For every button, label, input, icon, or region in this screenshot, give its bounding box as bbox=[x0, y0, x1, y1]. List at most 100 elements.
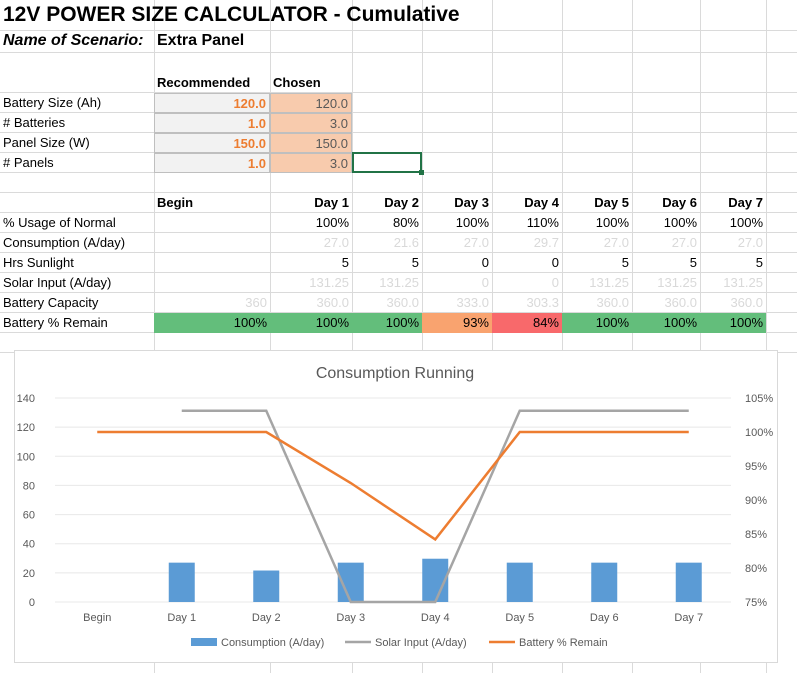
y-left-tick-label: 0 bbox=[29, 597, 35, 609]
battery-remain-cell: 100% bbox=[270, 313, 352, 333]
x-tick-label: Day 7 bbox=[674, 612, 703, 624]
chosen-value-input[interactable]: 3.0 bbox=[270, 113, 352, 133]
input-label: # Batteries bbox=[3, 115, 66, 130]
gridline-horizontal bbox=[0, 192, 797, 193]
gridline-horizontal bbox=[0, 132, 797, 133]
data-cell: 0 bbox=[481, 255, 489, 270]
data-cell: 21.6 bbox=[393, 235, 419, 250]
consumption-chart: Consumption Running 0 20 40 60 80 100 120 140 75… bbox=[17, 365, 774, 649]
day-column-header: Day 4 bbox=[524, 195, 559, 210]
data-cell: 360.0 bbox=[664, 295, 697, 310]
day-column-header: Day 3 bbox=[454, 195, 489, 210]
gridline-horizontal bbox=[0, 212, 797, 213]
gridline-vertical bbox=[154, 0, 155, 673]
data-cell: 5 bbox=[755, 255, 763, 270]
y-left-tick-label: 80 bbox=[23, 480, 35, 492]
battery-remain-cell: 100% bbox=[154, 313, 270, 333]
solar-input-line bbox=[181, 409, 689, 604]
x-tick-label: Day 5 bbox=[505, 612, 534, 624]
input-label: # Panels bbox=[3, 155, 54, 170]
y-left-tick-label: 100 bbox=[17, 451, 35, 463]
legend-label: Battery % Remain bbox=[519, 637, 608, 649]
gridline-vertical bbox=[270, 0, 271, 673]
chart-area[interactable]: Consumption Running 0 20 40 60 80 100 120 140 75… bbox=[14, 350, 778, 663]
battery-remain-cell: 93% bbox=[422, 313, 492, 333]
gridline-vertical bbox=[422, 0, 423, 673]
chosen-value-input[interactable]: 3.0 bbox=[270, 153, 352, 173]
battery-remain-cell: 100% bbox=[562, 313, 632, 333]
day-column-header: Day 7 bbox=[728, 195, 763, 210]
day-column-header: Day 1 bbox=[314, 195, 349, 210]
gridline-horizontal bbox=[0, 52, 797, 53]
data-cell: 131.25 bbox=[589, 275, 629, 290]
data-cell: 131.25 bbox=[379, 275, 419, 290]
data-cell: 5 bbox=[689, 255, 697, 270]
recommended-value: 150.0 bbox=[154, 133, 270, 153]
gridline-vertical bbox=[766, 0, 767, 673]
data-cell: 333.0 bbox=[456, 295, 489, 310]
data-cell: 27.0 bbox=[603, 235, 629, 250]
y-right-tick-label: 105% bbox=[745, 393, 773, 405]
consumption-bar bbox=[675, 562, 702, 602]
gridline-vertical bbox=[562, 0, 563, 673]
x-tick-label: Day 2 bbox=[252, 612, 281, 624]
chosen-header: Chosen bbox=[273, 75, 321, 90]
day-column-header: Day 5 bbox=[594, 195, 629, 210]
data-cell: 0 bbox=[551, 255, 559, 270]
data-cell: 360.0 bbox=[596, 295, 629, 310]
chosen-value-input[interactable]: 120.0 bbox=[270, 93, 352, 113]
x-tick-label: Day 3 bbox=[336, 612, 365, 624]
row-label: Consumption (A/day) bbox=[3, 235, 126, 250]
consumption-bar bbox=[168, 562, 195, 602]
row-label: Hrs Sunlight bbox=[3, 255, 74, 270]
data-cell: 360 bbox=[245, 295, 267, 310]
data-cell: 131.25 bbox=[723, 275, 763, 290]
row-label: Battery Capacity bbox=[3, 295, 99, 310]
fill-handle[interactable] bbox=[419, 170, 424, 175]
chart-title: Consumption Running bbox=[316, 365, 474, 382]
data-cell: 5 bbox=[411, 255, 419, 270]
x-tick-label: Begin bbox=[83, 612, 111, 624]
gridline-horizontal bbox=[0, 30, 797, 31]
recommended-value: 1.0 bbox=[154, 153, 270, 173]
data-cell: 110% bbox=[526, 215, 559, 230]
gridline-horizontal bbox=[0, 112, 797, 113]
data-cell: 27.0 bbox=[323, 235, 349, 250]
data-cell: 303.3 bbox=[526, 295, 559, 310]
y-right-tick-label: 85% bbox=[745, 529, 767, 541]
y-right-tick-label: 75% bbox=[745, 597, 767, 609]
recommended-value: 120.0 bbox=[154, 93, 270, 113]
row-label: % Usage of Normal bbox=[3, 215, 116, 230]
x-tick-label: Day 1 bbox=[167, 612, 196, 624]
input-label: Panel Size (W) bbox=[3, 135, 90, 150]
data-cell: 5 bbox=[341, 255, 349, 270]
gridline-horizontal bbox=[0, 92, 797, 93]
day-column-header: Day 6 bbox=[662, 195, 697, 210]
scenario-label: Name of Scenario: bbox=[3, 32, 144, 49]
data-cell: 5 bbox=[621, 255, 629, 270]
gridline-vertical bbox=[492, 0, 493, 673]
data-cell: 131.25 bbox=[309, 275, 349, 290]
gridline-horizontal bbox=[0, 292, 797, 293]
consumption-bar bbox=[506, 562, 533, 602]
data-cell: 100% bbox=[315, 215, 349, 230]
scenario-name-cell[interactable]: Extra Panel bbox=[157, 32, 245, 49]
data-cell: 80% bbox=[392, 215, 419, 230]
legend-label: Consumption (A/day) bbox=[221, 637, 324, 649]
x-tick-label: Day 6 bbox=[590, 612, 619, 624]
input-label: Battery Size (Ah) bbox=[3, 95, 102, 110]
y-right-tick-label: 90% bbox=[745, 495, 767, 507]
data-cell: 27.0 bbox=[737, 235, 763, 250]
data-cell: 100% bbox=[729, 215, 763, 230]
gridline-horizontal bbox=[0, 252, 797, 253]
chosen-value-input[interactable]: 150.0 bbox=[270, 133, 352, 153]
row-label: Solar Input (A/day) bbox=[3, 275, 112, 290]
battery-remain-cell: 84% bbox=[492, 313, 562, 333]
y-left-tick-label: 60 bbox=[23, 510, 35, 522]
data-cell: 360.0 bbox=[316, 295, 349, 310]
data-cell: 360.0 bbox=[730, 295, 763, 310]
selected-cell[interactable] bbox=[352, 152, 422, 173]
day-column-header: Day 2 bbox=[384, 195, 419, 210]
consumption-bar bbox=[253, 570, 280, 602]
data-cell: 100% bbox=[595, 215, 629, 230]
